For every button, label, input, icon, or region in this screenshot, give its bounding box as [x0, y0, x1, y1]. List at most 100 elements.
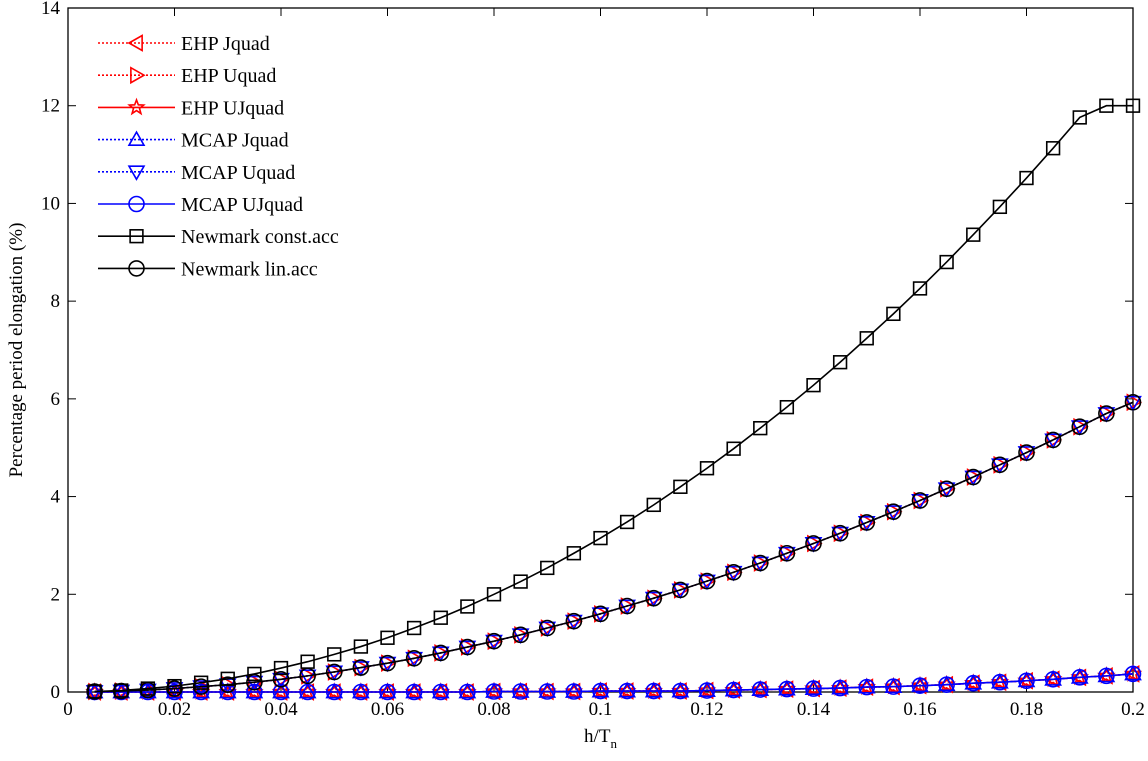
- data-point-star: [697, 680, 717, 699]
- data-point-circle: [405, 683, 423, 701]
- data-point-triangle-up: [671, 681, 690, 698]
- data-point-circle: [1071, 669, 1089, 686]
- data-point-circle: [325, 683, 343, 701]
- data-point-triangle-up: [378, 682, 397, 699]
- data-point-star: [1017, 670, 1036, 689]
- data-point-circle: [379, 654, 396, 672]
- legend-entry: MCAP Uquad: [98, 162, 295, 184]
- data-point-circle: [485, 683, 503, 700]
- data-point-circle: [86, 683, 103, 700]
- data-point-triangle-right: [966, 468, 983, 486]
- legend-entry: Newmark const.acc: [98, 226, 339, 248]
- data-point-square: [486, 587, 502, 602]
- data-point-circle: [139, 681, 157, 699]
- data-point-triangle-right: [1126, 393, 1143, 412]
- data-point-star: [404, 682, 424, 700]
- data-point-circle: [725, 563, 742, 581]
- legend: EHP Jquad EHP Uquad EHP UJquad MCAP Jquad MC…: [98, 33, 339, 280]
- data-point-circle: [246, 683, 263, 701]
- data-point-triangle-up: [245, 682, 264, 699]
- data-point-circle: [459, 683, 476, 701]
- data-point-square: [273, 660, 289, 676]
- x-axis-label-subscript: n: [610, 736, 617, 751]
- data-point-triangle-right: [460, 638, 477, 656]
- data-point-circle: [672, 682, 689, 700]
- data-point-star: [1123, 664, 1143, 682]
- data-point-square: [513, 574, 528, 589]
- series-line: [94, 401, 1134, 693]
- legend-label: Newmark const.acc: [181, 226, 339, 248]
- data-point-circle: [1098, 405, 1115, 422]
- data-point-triangle-right: [913, 491, 930, 510]
- legend-label: EHP UJquad: [181, 97, 284, 119]
- data-point-star: [458, 682, 477, 700]
- data-point-star: [1043, 669, 1063, 688]
- data-point-circle: [618, 682, 636, 700]
- data-point-circle: [405, 649, 423, 667]
- data-point-triangle-up: [724, 680, 743, 697]
- data-point-circle: [751, 554, 769, 572]
- data-point-square: [673, 479, 688, 494]
- data-point-triangle-up: [351, 682, 370, 699]
- legend-label: Newmark lin.acc: [181, 258, 318, 280]
- data-point-triangle-up: [964, 674, 983, 690]
- data-point-triangle-up: [698, 681, 716, 697]
- data-point-triangle-up: [857, 678, 876, 694]
- data-point-circle: [485, 632, 503, 650]
- data-point-circle: [272, 670, 290, 688]
- x-axis-label: h/Tn: [584, 726, 617, 751]
- data-point-triangle-right: [594, 604, 610, 623]
- data-point-circle: [911, 677, 929, 694]
- data-point-triangle-right: [700, 572, 717, 590]
- data-point-square: [129, 229, 144, 244]
- data-point-triangle-right: [567, 612, 583, 631]
- data-point-square: [1072, 110, 1087, 125]
- data-point-triangle-right: [514, 625, 530, 644]
- data-point-star: [351, 682, 371, 700]
- data-point-circle: [645, 589, 663, 607]
- data-point-square: [992, 199, 1008, 215]
- data-point-star: [910, 675, 930, 694]
- data-point-triangle-right: [434, 644, 450, 662]
- data-point-triangle-right: [620, 597, 637, 615]
- y-tick-label: 10: [41, 193, 60, 214]
- data-point-triangle-right: [647, 589, 663, 608]
- data-point-triangle-up: [431, 682, 450, 699]
- x-tick-label: 0.18: [1010, 699, 1043, 720]
- data-point-star: [127, 97, 146, 116]
- data-point-circle: [512, 683, 529, 700]
- data-point-square: [433, 610, 448, 625]
- data-point-star: [644, 681, 664, 699]
- data-point-circle: [538, 683, 556, 700]
- data-point-star: [857, 677, 877, 696]
- legend-entry: Newmark lin.acc: [98, 258, 318, 280]
- y-tick-label: 2: [51, 584, 61, 605]
- data-point-square: [1099, 98, 1114, 113]
- data-point-circle: [1018, 672, 1035, 690]
- data-point-circle: [272, 683, 290, 701]
- data-point-star: [990, 672, 1010, 691]
- series-line: [94, 673, 1134, 693]
- data-point-star: [511, 681, 530, 700]
- data-point-circle: [166, 680, 183, 697]
- data-point-circle: [1071, 418, 1089, 436]
- data-point-triangle-right: [860, 513, 876, 532]
- data-point-triangle-right: [753, 554, 770, 572]
- x-tick-label: 0.1: [589, 699, 613, 720]
- data-point-triangle-right: [780, 544, 796, 563]
- data-point-triangle-up: [911, 676, 929, 693]
- data-point-star: [617, 681, 637, 699]
- data-point-circle: [645, 682, 663, 700]
- data-point-square: [593, 530, 608, 546]
- data-point-circle: [1124, 393, 1142, 411]
- data-point-circle: [128, 195, 145, 213]
- data-point-circle: [352, 683, 370, 701]
- x-tick-label: 0.02: [158, 699, 191, 720]
- data-point-star: [724, 680, 743, 698]
- data-point-triangle-right: [354, 658, 370, 677]
- data-point-triangle-down: [127, 165, 146, 181]
- data-point-circle: [1098, 667, 1115, 685]
- data-point-circle: [538, 619, 556, 637]
- legend-label: MCAP UJquad: [181, 194, 303, 216]
- data-point-triangle-right: [327, 663, 344, 681]
